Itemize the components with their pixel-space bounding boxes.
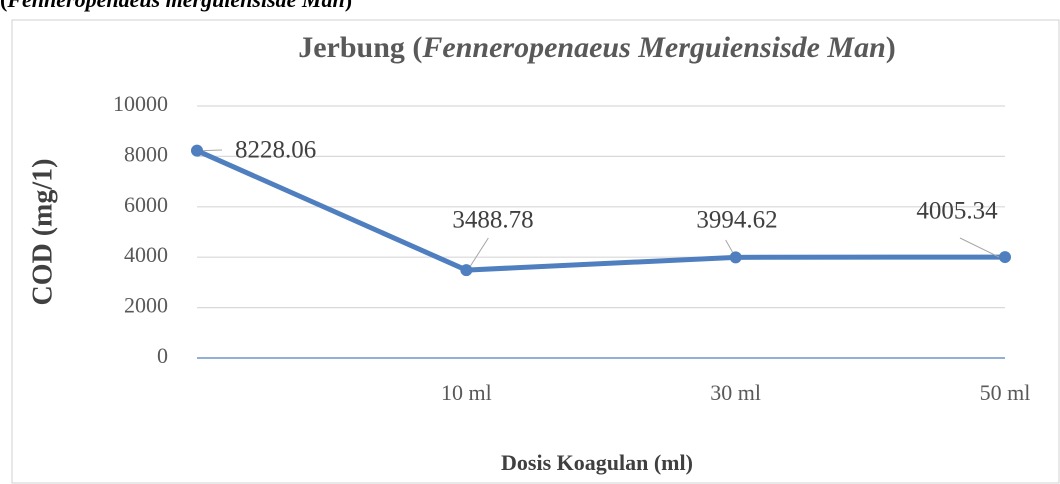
data-label: 4005.34 [916,198,998,225]
leader-line [202,149,223,152]
caption-part: ) [345,0,352,12]
x-tick-label: 50 ml [980,380,1031,405]
title-part: ) [886,31,896,64]
y-axis-label: COD (mg/1) [27,159,58,306]
data-label: 8228.06 [235,137,316,164]
caption-part: Fenneropenaeus merguiensisde Man [6,0,344,12]
chart-title: Jerbung (Fenneropenaeus Merguiensisde Ma… [298,31,896,64]
point [729,251,742,264]
x-axis-label: Dosis Koagulan (ml) [501,450,693,475]
leader-line [469,237,489,267]
y-tick-label: 8000 [124,141,168,166]
caption-cut: (Fenneropenaeus merguiensisde Man) [0,0,352,12]
y-tick-label: 6000 [124,192,168,217]
leader-line [959,237,1000,258]
y-tick-label: 0 [157,343,168,368]
y-tick-label: 4000 [124,242,168,267]
title-part: Fenneropenaeus Merguiensisde Man [421,31,885,64]
data-label: 3488.78 [452,207,533,234]
leader-line [725,239,734,253]
data-label: 3994.62 [696,207,777,234]
title-part: Jerbung ( [298,31,422,64]
y-tick-label: 10000 [113,91,168,116]
y-tick-label: 2000 [124,293,168,318]
x-tick-label: 10 ml [441,380,492,405]
chart-frame [11,19,1060,484]
x-tick-label: 30 ml [710,380,761,405]
point [191,144,203,157]
point [999,251,1011,264]
series-line [195,148,1006,273]
caption-part: ( [0,0,7,12]
point [460,264,473,277]
